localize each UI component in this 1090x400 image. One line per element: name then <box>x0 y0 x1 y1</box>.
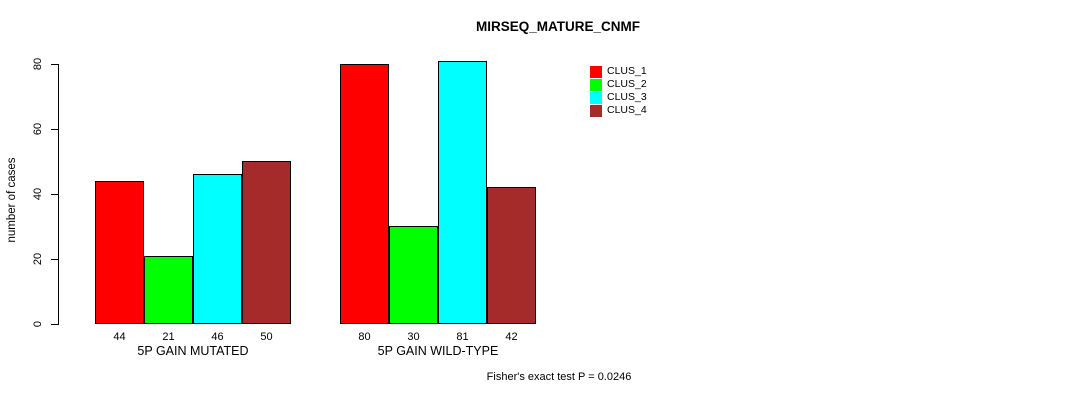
legend-item: CLUS_1 <box>590 65 647 78</box>
y-tick-label-text: 40 <box>32 187 44 201</box>
bar-clus_3-group1 <box>193 174 242 324</box>
chart-title: MIRSEQ_MATURE_CNMF <box>475 19 641 34</box>
bar-value-label: 42 <box>505 331 518 343</box>
legend-label: CLUS_2 <box>607 78 647 90</box>
bar-clus_4-group1 <box>242 161 291 324</box>
legend-label: CLUS_1 <box>607 65 647 77</box>
bar-value-label: 81 <box>456 331 469 343</box>
bar-value-label: 30 <box>407 331 420 343</box>
bar-clus_2-group1 <box>144 256 193 324</box>
legend-item: CLUS_3 <box>590 91 647 104</box>
y-tick-mark <box>51 259 58 260</box>
y-tick-label-text: 80 <box>32 57 44 71</box>
y-tick-label-text: 60 <box>32 122 44 136</box>
y-tick-mark <box>51 129 58 130</box>
bar-clus_1-group2 <box>340 64 389 324</box>
legend-swatch <box>590 104 602 117</box>
legend-item: CLUS_2 <box>590 78 647 91</box>
bar-clus_2-group2 <box>389 226 438 324</box>
bar-value-label: 80 <box>358 331 371 343</box>
bar-value-label: 46 <box>211 331 224 343</box>
y-tick-mark <box>51 194 58 195</box>
y-tick-mark <box>51 324 58 325</box>
legend-label: CLUS_3 <box>607 91 647 103</box>
legend-swatch <box>590 65 602 78</box>
bar-value-label: 50 <box>260 331 273 343</box>
legend-swatch <box>590 78 602 91</box>
legend-swatch <box>590 91 602 104</box>
legend: CLUS_1 CLUS_2 CLUS_3 CLUS_4 <box>590 65 647 117</box>
y-axis-line <box>58 64 59 325</box>
bar-value-label: 21 <box>162 331 175 343</box>
y-tick-label-text: 0 <box>32 320 44 328</box>
bar-clus_1-group1 <box>95 181 144 324</box>
x-axis-group-label: 5P GAIN MUTATED <box>137 344 249 358</box>
x-axis-group-label: 5P GAIN WILD-TYPE <box>377 344 499 358</box>
bar-clus_4-group2 <box>487 187 536 324</box>
y-tick-label-text: 20 <box>32 252 44 266</box>
bar-value-label: 44 <box>113 331 126 343</box>
fisher-test-note: Fisher's exact test P = 0.0246 <box>486 371 632 383</box>
legend-item: CLUS_4 <box>590 104 647 117</box>
y-tick-mark <box>51 64 58 65</box>
y-axis-title-text: number of cases <box>6 157 18 243</box>
bar-clus_3-group2 <box>438 61 487 324</box>
legend-label: CLUS_4 <box>607 104 647 116</box>
